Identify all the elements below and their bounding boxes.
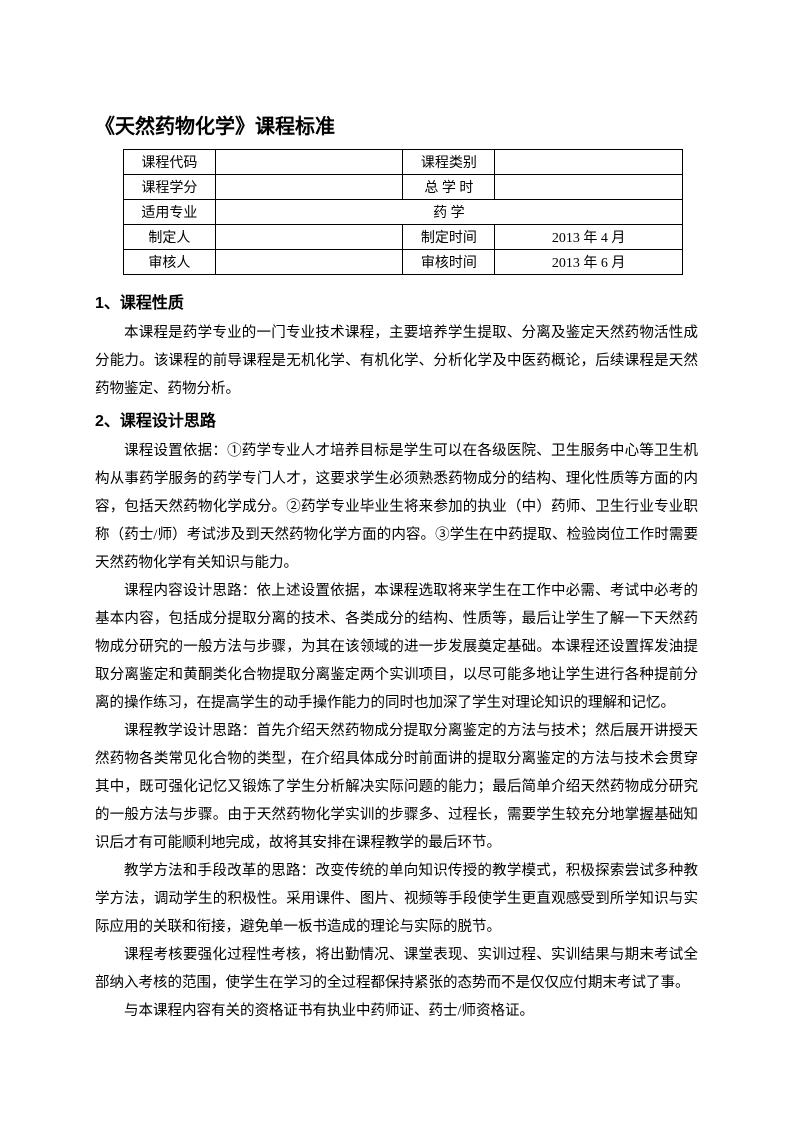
section-2-paragraph-4: 教学方法和手段改革的思路：改变传统的单向知识传授的教学模式，积极探索尝试多种教学… [95,857,698,941]
cell-hours-label: 总 学 时 [403,175,495,200]
cell-course-code-value [215,150,403,175]
page-title: 《天然药物化学》课程标准 [95,110,698,139]
section-1-paragraph: 本课程是药学专业的一门专业技术课程，主要培养学生提取、分离及鉴定天然药物活性成分… [95,319,698,403]
cell-review-date-value: 2013 年 6 月 [495,250,683,275]
table-row: 制定人 制定时间 2013 年 4 月 [124,225,683,250]
cell-major-value: 药 学 [215,200,682,225]
cell-author-date-label: 制定时间 [403,225,495,250]
cell-hours-value [495,175,683,200]
cell-credit-label: 课程学分 [124,175,216,200]
section-2-paragraph-5: 课程考核要强化过程性考核，将出勤情况、课堂表现、实训过程、实训结果与期末考试全部… [95,941,698,997]
table-row: 课程学分 总 学 时 [124,175,683,200]
cell-course-code-label: 课程代码 [124,150,216,175]
section-2-paragraph-1: 课程设置依据：①药学专业人才培养目标是学生可以在各级医院、卫生服务中心等卫生机构… [95,437,698,577]
cell-author-value [215,225,403,250]
section-2-paragraph-6: 与本课程内容有关的资格证书有执业中药师证、药士/师资格证。 [95,997,698,1025]
info-table: 课程代码 课程类别 课程学分 总 学 时 适用专业 药 学 制定人 制定时间 2… [123,149,683,275]
cell-course-type-value [495,150,683,175]
cell-reviewer-label: 审核人 [124,250,216,275]
cell-reviewer-value [215,250,403,275]
table-row: 审核人 审核时间 2013 年 6 月 [124,250,683,275]
section-2-heading: 2、课程设计思路 [95,407,698,431]
cell-course-type-label: 课程类别 [403,150,495,175]
table-row: 适用专业 药 学 [124,200,683,225]
cell-credit-value [215,175,403,200]
cell-author-label: 制定人 [124,225,216,250]
table-row: 课程代码 课程类别 [124,150,683,175]
cell-review-date-label: 审核时间 [403,250,495,275]
cell-author-date-value: 2013 年 4 月 [495,225,683,250]
cell-major-label: 适用专业 [124,200,216,225]
section-2-paragraph-2: 课程内容设计思路：依上述设置依据，本课程选取将来学生在工作中必需、考试中必考的基… [95,577,698,717]
section-1-heading: 1、课程性质 [95,289,698,313]
section-2-paragraph-3: 课程教学设计思路：首先介绍天然药物成分提取分离鉴定的方法与技术；然后展开讲授天然… [95,717,698,857]
